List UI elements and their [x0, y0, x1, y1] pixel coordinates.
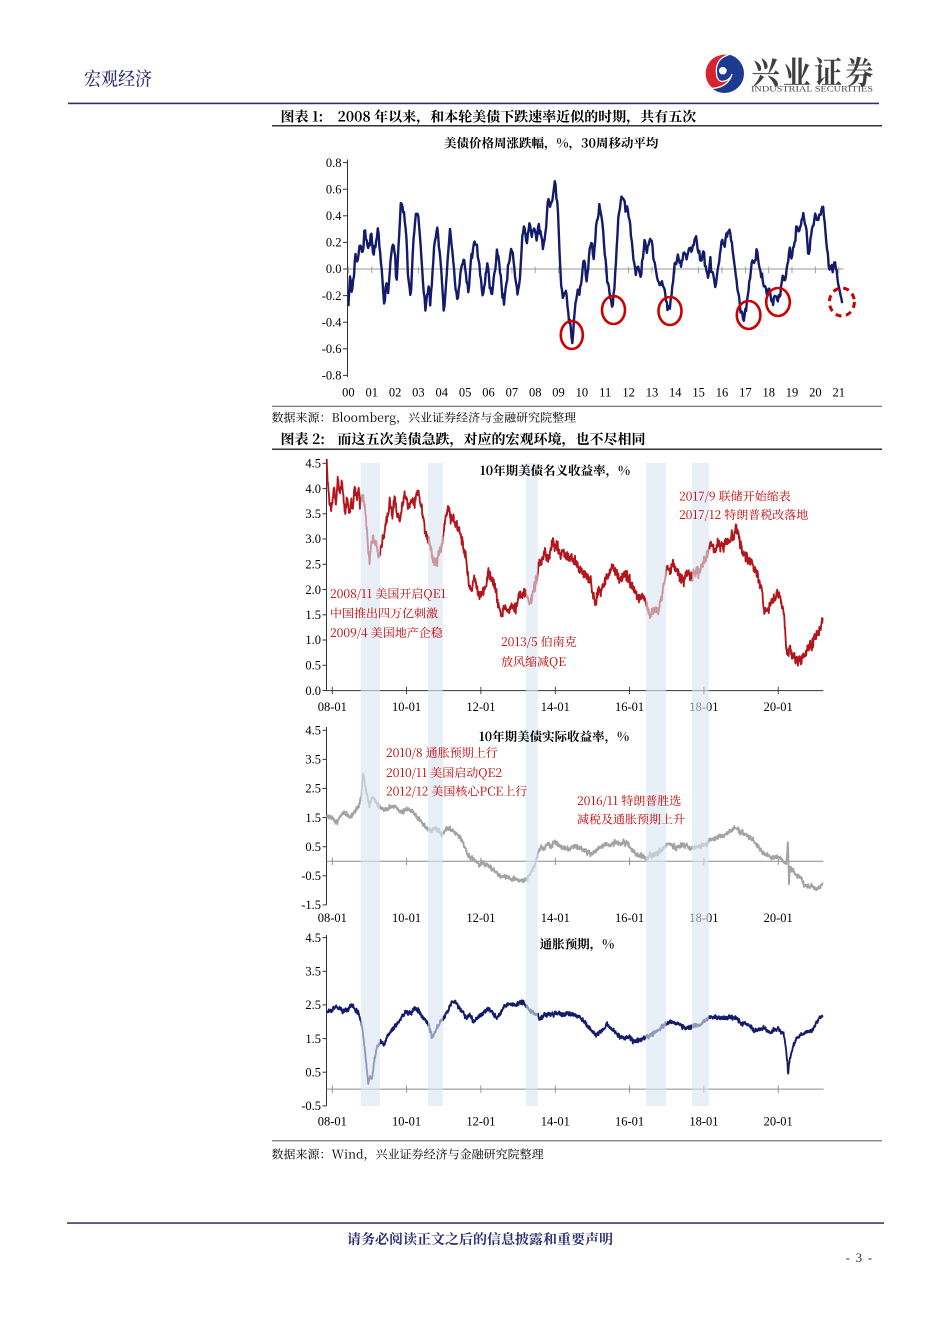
svg-text:12-01: 12-01 [466, 911, 495, 925]
svg-text:4.0: 4.0 [305, 482, 321, 496]
svg-text:05: 05 [459, 386, 472, 400]
svg-text:16-01: 16-01 [615, 911, 644, 925]
svg-text:4.5: 4.5 [305, 457, 321, 471]
svg-text:-0.5: -0.5 [301, 1099, 321, 1113]
svg-text:0.4: 0.4 [326, 209, 342, 223]
svg-text:20-01: 20-01 [764, 700, 793, 714]
svg-text:09: 09 [552, 386, 565, 400]
svg-text:19: 19 [786, 386, 799, 400]
svg-text:04: 04 [436, 386, 449, 400]
svg-text:1.5: 1.5 [305, 811, 321, 825]
svg-text:16-01: 16-01 [615, 1115, 644, 1129]
svg-text:0.5: 0.5 [305, 659, 321, 673]
svg-text:18-01: 18-01 [689, 1115, 718, 1129]
svg-text:08-01: 08-01 [318, 911, 347, 925]
svg-text:14-01: 14-01 [541, 700, 570, 714]
svg-text:4.5: 4.5 [305, 931, 321, 945]
svg-text:08-01: 08-01 [318, 1115, 347, 1129]
svg-text:08: 08 [529, 386, 542, 400]
svg-text:08-01: 08-01 [318, 700, 347, 714]
svg-text:10: 10 [576, 386, 589, 400]
svg-text:10-01: 10-01 [392, 911, 421, 925]
svg-text:12-01: 12-01 [466, 1115, 495, 1129]
svg-text:10-01: 10-01 [392, 1115, 421, 1129]
svg-text:-1.5: -1.5 [301, 898, 321, 912]
svg-text:2.5: 2.5 [305, 998, 321, 1012]
svg-text:20: 20 [809, 386, 822, 400]
svg-text:2.5: 2.5 [305, 782, 321, 796]
svg-text:12: 12 [622, 386, 635, 400]
svg-text:14-01: 14-01 [541, 1115, 570, 1129]
svg-text:INDUSTRIAL SECURITIES: INDUSTRIAL SECURITIES [751, 85, 873, 94]
svg-text:21: 21 [833, 386, 846, 400]
svg-text:4.5: 4.5 [305, 724, 321, 738]
svg-text:3.5: 3.5 [305, 753, 321, 767]
svg-text:13: 13 [646, 386, 659, 400]
svg-text:06: 06 [482, 386, 495, 400]
svg-text:0.8: 0.8 [326, 156, 342, 170]
svg-text:3.0: 3.0 [305, 532, 321, 546]
svg-text:-0.6: -0.6 [322, 342, 342, 356]
svg-text:18: 18 [762, 386, 775, 400]
svg-text:10-01: 10-01 [392, 700, 421, 714]
svg-text:0.5: 0.5 [305, 840, 321, 854]
svg-text:11: 11 [599, 386, 611, 400]
svg-text:0.0: 0.0 [305, 684, 321, 698]
svg-text:14-01: 14-01 [541, 911, 570, 925]
svg-text:2.5: 2.5 [305, 558, 321, 572]
svg-text:17: 17 [739, 386, 752, 400]
svg-text:20-01: 20-01 [764, 1115, 793, 1129]
svg-text:1.0: 1.0 [305, 633, 321, 647]
svg-text:- 3 -: - 3 - [846, 1250, 874, 1265]
svg-text:14: 14 [669, 386, 682, 400]
svg-text:-0.8: -0.8 [322, 369, 342, 383]
svg-text:3.5: 3.5 [305, 507, 321, 521]
svg-text:07: 07 [506, 386, 519, 400]
svg-text:0.6: 0.6 [326, 182, 342, 196]
svg-text:03: 03 [412, 386, 425, 400]
svg-text:1.5: 1.5 [305, 1032, 321, 1046]
svg-text:0.5: 0.5 [305, 1065, 321, 1079]
svg-text:16: 16 [716, 386, 729, 400]
svg-text:16-01: 16-01 [615, 700, 644, 714]
svg-text:0.2: 0.2 [326, 236, 342, 250]
svg-text:20-01: 20-01 [764, 911, 793, 925]
svg-text:-0.4: -0.4 [322, 315, 343, 329]
svg-text:-0.5: -0.5 [301, 869, 321, 883]
svg-text:02: 02 [389, 386, 402, 400]
svg-text:15: 15 [692, 386, 705, 400]
svg-text:3.5: 3.5 [305, 965, 321, 979]
svg-text:01: 01 [366, 386, 379, 400]
svg-text:1.5: 1.5 [305, 608, 321, 622]
svg-text:00: 00 [342, 386, 355, 400]
svg-text:0.0: 0.0 [326, 262, 342, 276]
svg-text:-0.2: -0.2 [322, 289, 342, 303]
svg-text:12-01: 12-01 [466, 700, 495, 714]
svg-text:2.0: 2.0 [305, 583, 321, 597]
